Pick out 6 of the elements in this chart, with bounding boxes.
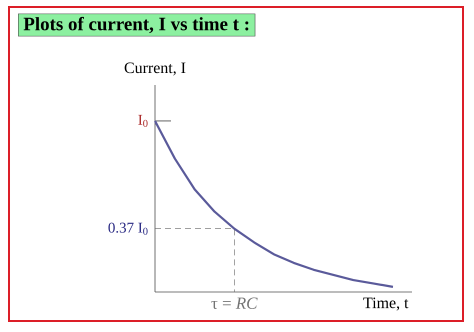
- chart-title: Plots of current, I vs time t :: [24, 16, 248, 34]
- ref-line-label: 0.37 I$_{0}$: [108, 222, 148, 235]
- x-axis-title: Time, t: [363, 298, 408, 311]
- text: τ = RC: [211, 298, 258, 309]
- y-axis-title: Current, I: [124, 62, 186, 76]
- text: I$_{0}$: [138, 114, 148, 127]
